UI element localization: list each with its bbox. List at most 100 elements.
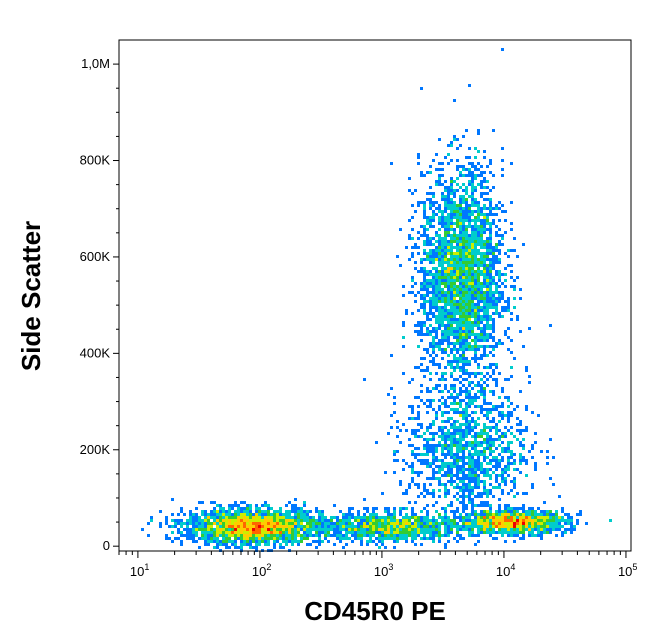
density-dot (498, 279, 501, 282)
density-dot (456, 426, 459, 429)
density-dot (429, 282, 432, 285)
density-dot (522, 504, 525, 507)
density-dot (462, 309, 465, 312)
density-dot (480, 435, 483, 438)
density-dot (453, 180, 456, 183)
density-dot (237, 528, 240, 531)
density-dot (519, 519, 522, 522)
density-dot (453, 135, 456, 138)
density-dot (501, 489, 504, 492)
density-dot (426, 477, 429, 480)
density-dot (510, 525, 513, 528)
density-dot (477, 168, 480, 171)
density-dot (471, 309, 474, 312)
density-dot (417, 486, 420, 489)
density-dot (480, 165, 483, 168)
density-dot (480, 384, 483, 387)
density-dot (411, 528, 414, 531)
density-dot (405, 309, 408, 312)
density-dot (240, 537, 243, 540)
density-dot (465, 174, 468, 177)
density-dot (213, 507, 216, 510)
density-dot (435, 207, 438, 210)
density-dot (462, 306, 465, 309)
density-dot (456, 321, 459, 324)
density-dot (399, 510, 402, 513)
density-dot (429, 378, 432, 381)
density-dot (195, 522, 198, 525)
density-dot (522, 444, 525, 447)
density-dot (273, 537, 276, 540)
density-dot (258, 531, 261, 534)
density-dot (450, 198, 453, 201)
density-dot (432, 363, 435, 366)
density-dot (459, 201, 462, 204)
density-dot (474, 345, 477, 348)
density-dot (459, 342, 462, 345)
density-dot (456, 276, 459, 279)
density-dot (426, 219, 429, 222)
density-dot (444, 372, 447, 375)
density-dot (450, 363, 453, 366)
density-dot (300, 519, 303, 522)
density-dot (480, 501, 483, 504)
density-dot (480, 309, 483, 312)
density-dot (426, 405, 429, 408)
density-dot (492, 456, 495, 459)
density-dot (309, 531, 312, 534)
density-dot (468, 456, 471, 459)
density-dot (318, 531, 321, 534)
density-dot (471, 198, 474, 201)
density-dot (450, 297, 453, 300)
x-tick-label: 101 (130, 562, 149, 579)
density-dot (450, 315, 453, 318)
density-dot (342, 534, 345, 537)
density-dot (501, 471, 504, 474)
density-dot (357, 519, 360, 522)
density-dot (411, 411, 414, 414)
density-dot (456, 486, 459, 489)
density-dot (444, 198, 447, 201)
density-dot (333, 534, 336, 537)
density-dot (513, 462, 516, 465)
density-dot (465, 402, 468, 405)
density-dot (498, 522, 501, 525)
density-dot (432, 243, 435, 246)
density-dot (480, 462, 483, 465)
density-dot (450, 348, 453, 351)
density-dot (459, 489, 462, 492)
density-dot (480, 240, 483, 243)
density-dot (492, 324, 495, 327)
density-dot (549, 519, 552, 522)
density-dot (447, 222, 450, 225)
density-dot (492, 417, 495, 420)
density-dot (495, 270, 498, 273)
density-dot (477, 495, 480, 498)
density-dot (528, 513, 531, 516)
density-dot (459, 198, 462, 201)
density-dot (474, 201, 477, 204)
density-dot (477, 459, 480, 462)
density-dot (402, 507, 405, 510)
density-dot (441, 333, 444, 336)
density-dot (327, 534, 330, 537)
density-dot (432, 471, 435, 474)
density-dot (249, 522, 252, 525)
density-dot (501, 402, 504, 405)
density-dot (468, 261, 471, 264)
density-dot (531, 528, 534, 531)
density-dot (438, 342, 441, 345)
density-dot (390, 414, 393, 417)
density-dot (444, 462, 447, 465)
density-dot (465, 129, 468, 132)
density-dot (405, 462, 408, 465)
density-dot (471, 300, 474, 303)
density-dot (438, 321, 441, 324)
density-dot (387, 507, 390, 510)
density-dot (465, 369, 468, 372)
density-dot (456, 333, 459, 336)
density-dot (435, 456, 438, 459)
density-dot (477, 294, 480, 297)
density-dot (501, 210, 504, 213)
density-dot (207, 528, 210, 531)
